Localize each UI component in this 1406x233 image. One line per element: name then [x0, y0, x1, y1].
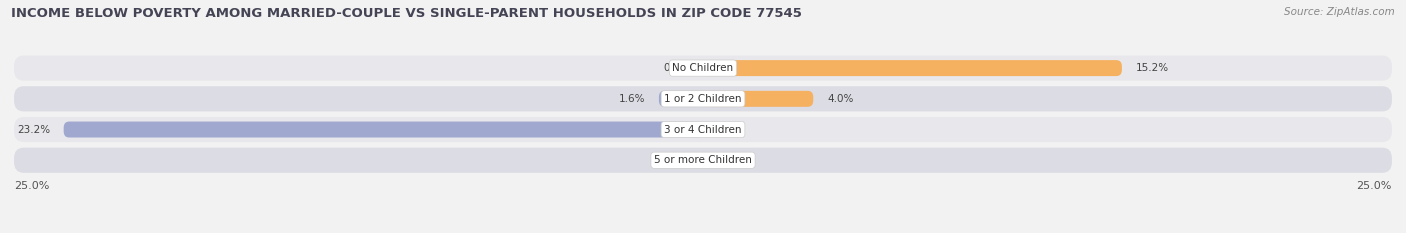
Text: INCOME BELOW POVERTY AMONG MARRIED-COUPLE VS SINGLE-PARENT HOUSEHOLDS IN ZIP COD: INCOME BELOW POVERTY AMONG MARRIED-COUPL… — [11, 7, 801, 20]
Text: 23.2%: 23.2% — [17, 124, 49, 134]
FancyBboxPatch shape — [14, 55, 1392, 81]
FancyBboxPatch shape — [703, 60, 1122, 76]
Text: 4.0%: 4.0% — [827, 94, 853, 104]
Text: 25.0%: 25.0% — [1357, 181, 1392, 191]
Text: 0.0%: 0.0% — [717, 124, 742, 134]
Text: 0.0%: 0.0% — [664, 63, 689, 73]
Text: 1 or 2 Children: 1 or 2 Children — [664, 94, 742, 104]
FancyBboxPatch shape — [703, 91, 813, 107]
Text: 0.0%: 0.0% — [664, 155, 689, 165]
FancyBboxPatch shape — [63, 122, 703, 137]
Text: 0.0%: 0.0% — [717, 155, 742, 165]
FancyBboxPatch shape — [14, 148, 1392, 173]
Text: Source: ZipAtlas.com: Source: ZipAtlas.com — [1284, 7, 1395, 17]
Text: 25.0%: 25.0% — [14, 181, 49, 191]
FancyBboxPatch shape — [14, 117, 1392, 142]
Text: No Children: No Children — [672, 63, 734, 73]
Text: 3 or 4 Children: 3 or 4 Children — [664, 124, 742, 134]
Text: 15.2%: 15.2% — [1136, 63, 1168, 73]
Text: 1.6%: 1.6% — [619, 94, 645, 104]
Text: 5 or more Children: 5 or more Children — [654, 155, 752, 165]
FancyBboxPatch shape — [14, 86, 1392, 111]
FancyBboxPatch shape — [659, 91, 703, 107]
